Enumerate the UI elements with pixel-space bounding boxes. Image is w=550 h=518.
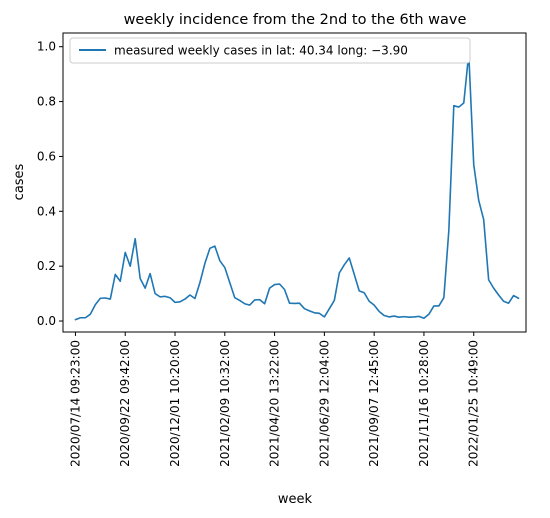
chart-title: weekly incidence from the 2nd to the 6th…	[124, 12, 467, 28]
series-group	[74, 52, 520, 321]
series-line-0	[74, 52, 520, 321]
plot-area	[62, 32, 527, 333]
x-tick-label: 2021/09/07 12:45:00	[367, 340, 381, 467]
y-tick-label: 0.4	[37, 204, 56, 218]
legend-entry-label: measured weekly cases in lat: 40.34 long…	[114, 44, 408, 58]
y-tick-label: 1.0	[37, 40, 56, 54]
y-tick-label: 0.6	[37, 149, 56, 163]
x-tick-label: 2020/12/01 10:20:00	[168, 340, 182, 467]
x-tick-label: 2021/02/09 10:32:00	[218, 340, 232, 467]
y-tick-label: 0.0	[37, 314, 56, 328]
legend: measured weekly cases in lat: 40.34 long…	[69, 37, 471, 64]
x-tick-label: 2020/07/14 09:23:00	[68, 340, 82, 467]
y-tick-label: 0.2	[37, 259, 56, 273]
y-axis-label: cases	[12, 163, 27, 200]
x-tick-label: 2021/11/16 10:28:00	[417, 340, 431, 467]
x-tick-label: 2021/06/29 12:04:00	[317, 340, 331, 467]
x-axis: 2020/07/14 09:23:00 2020/09/22 09:42:00 20…	[68, 332, 481, 467]
y-tick-label: 0.8	[37, 95, 56, 109]
y-axis: 0.0 0.2 0.4 0.6 0.8 1.0	[37, 40, 63, 328]
x-tick-label: 2022/01/25 10:49:00	[467, 340, 481, 467]
x-axis-label: week	[278, 492, 313, 507]
x-tick-label: 2021/04/20 13:22:00	[268, 340, 282, 467]
x-tick-label: 2020/09/22 09:42:00	[118, 340, 132, 467]
legend-box	[69, 37, 471, 64]
